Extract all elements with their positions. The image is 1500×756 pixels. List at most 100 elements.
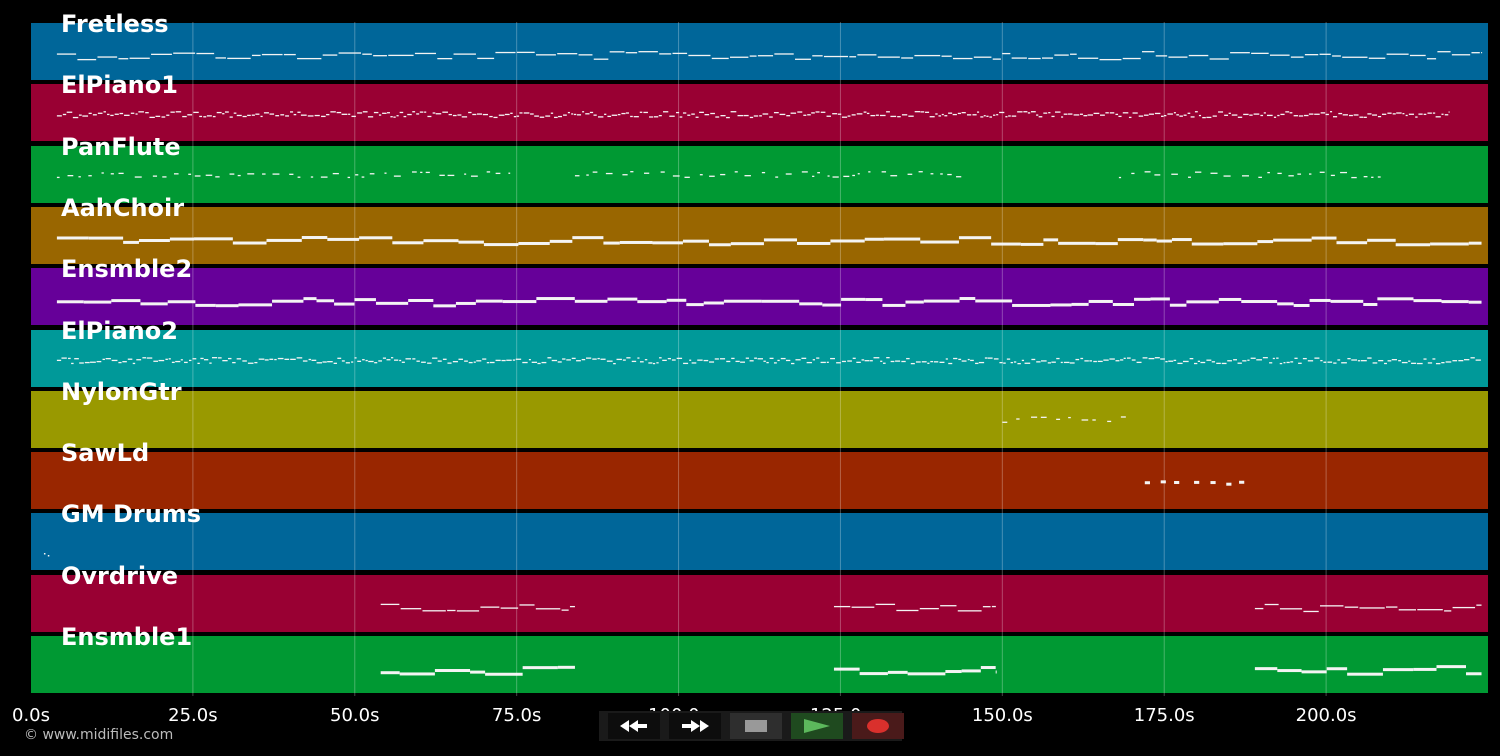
note — [187, 114, 193, 116]
note — [1237, 116, 1243, 119]
note — [563, 114, 567, 117]
track-ensmble2[interactable]: Ensmble2 — [31, 255, 1488, 327]
play-button[interactable] — [791, 713, 843, 739]
note — [236, 115, 242, 117]
note — [984, 356, 988, 359]
note — [374, 361, 378, 363]
note — [1186, 300, 1219, 304]
note — [607, 116, 612, 118]
note — [458, 240, 484, 244]
note — [412, 170, 417, 173]
note — [847, 359, 852, 362]
note — [495, 172, 501, 174]
note — [316, 361, 322, 363]
note — [277, 357, 284, 359]
track-ovrdrive[interactable]: Ovrdrive — [31, 562, 1488, 633]
track-aahchoir[interactable]: AahChoir — [31, 194, 1488, 265]
note — [316, 299, 335, 303]
note — [972, 114, 977, 116]
note — [833, 667, 860, 671]
note — [574, 300, 608, 304]
note — [1468, 241, 1482, 245]
note — [857, 54, 877, 56]
note — [930, 172, 934, 175]
note — [711, 57, 729, 60]
track-name: ElPiano1 — [61, 71, 178, 100]
fast-forward-button[interactable] — [669, 713, 721, 739]
track-sawld[interactable]: SawLd — [31, 439, 1488, 511]
note — [1221, 362, 1227, 364]
note — [205, 174, 213, 176]
note — [723, 299, 762, 303]
note — [297, 111, 301, 114]
note — [476, 359, 482, 361]
note — [773, 112, 779, 114]
note — [1030, 111, 1036, 113]
note — [1241, 174, 1249, 177]
note — [399, 672, 435, 676]
note — [743, 115, 749, 117]
record-button[interactable] — [852, 713, 904, 739]
note — [1212, 115, 1217, 118]
track-gm-drums[interactable]: GM Drums — [31, 500, 1488, 572]
note — [1231, 114, 1238, 117]
track-ensmble1[interactable]: Ensmble1 — [31, 623, 1488, 694]
rewind-button[interactable] — [608, 713, 660, 739]
note — [1117, 237, 1144, 241]
note — [1077, 57, 1099, 59]
note — [296, 356, 303, 359]
note — [327, 237, 360, 241]
note — [251, 54, 261, 57]
note — [611, 114, 618, 117]
note — [1171, 173, 1178, 175]
note — [952, 57, 973, 60]
note — [227, 57, 251, 60]
note — [266, 238, 302, 242]
note — [1452, 359, 1458, 361]
note — [1304, 54, 1319, 56]
note — [901, 57, 914, 59]
note — [715, 116, 720, 118]
note — [907, 672, 946, 676]
note — [557, 665, 575, 669]
note — [124, 114, 130, 117]
stop-button[interactable] — [730, 713, 782, 739]
note — [74, 357, 79, 359]
note — [425, 171, 430, 173]
note — [1154, 356, 1160, 358]
note — [649, 116, 654, 118]
track-nylongtr[interactable]: NylonGtr — [31, 378, 1488, 449]
note — [1276, 357, 1279, 359]
note — [1084, 359, 1089, 362]
note — [841, 298, 866, 302]
note — [1079, 113, 1083, 116]
note — [625, 112, 629, 114]
note — [683, 362, 689, 364]
note — [486, 361, 490, 363]
note — [830, 239, 865, 243]
track-fretless[interactable]: Fretless — [31, 10, 1488, 81]
track-elpiano1[interactable]: ElPiano1 — [31, 71, 1488, 143]
track-area[interactable]: Fretless ElPiano1 PanFlute AahChoir Ensmble2… — [31, 10, 1488, 696]
note — [1093, 113, 1100, 115]
note — [719, 357, 726, 359]
note — [970, 359, 974, 361]
note — [856, 361, 861, 363]
track-elpiano2[interactable]: ElPiano2 — [31, 317, 1488, 388]
note — [1293, 115, 1299, 117]
note — [1174, 481, 1180, 485]
note — [961, 359, 967, 362]
note — [1188, 176, 1191, 178]
note — [535, 607, 561, 610]
note — [662, 359, 667, 361]
note — [1228, 112, 1231, 115]
note — [480, 606, 500, 608]
note — [382, 357, 387, 359]
note — [424, 111, 427, 114]
note — [737, 115, 744, 117]
track-panflute[interactable]: PanFlute — [31, 133, 1488, 204]
note — [194, 174, 201, 177]
note — [293, 114, 297, 116]
note — [631, 360, 637, 362]
note — [1020, 242, 1044, 246]
